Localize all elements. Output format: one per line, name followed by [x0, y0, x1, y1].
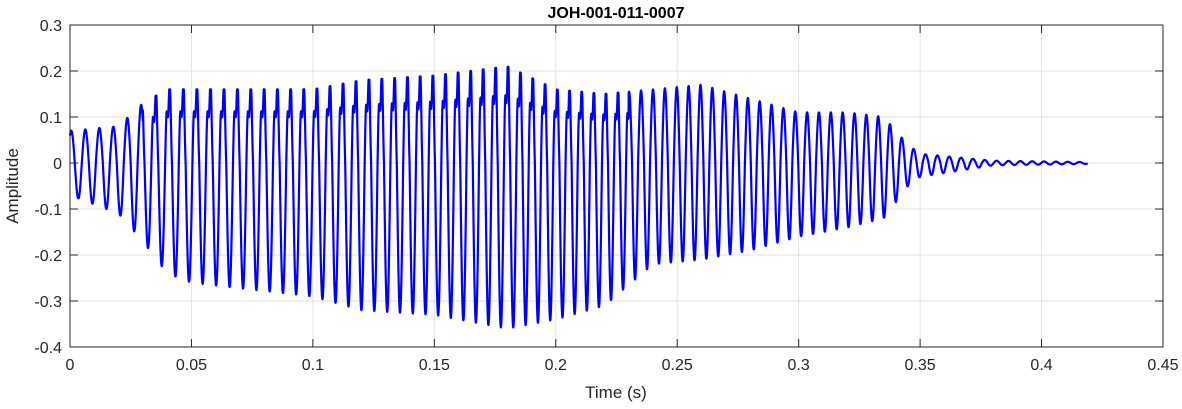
- x-tick-label: 0.4: [1030, 357, 1052, 374]
- y-tick-label: -0.2: [34, 248, 62, 265]
- y-tick-label: 0.1: [40, 110, 62, 127]
- waveform-line: [68, 65, 1089, 329]
- x-tick-label: 0.45: [1147, 357, 1178, 374]
- y-tick-label: 0.3: [40, 18, 62, 35]
- x-tick-label: 0.3: [788, 357, 810, 374]
- y-tick-label: -0.3: [34, 294, 62, 311]
- x-axis-label: Time (s): [585, 383, 647, 402]
- x-tick-label: 0: [66, 357, 75, 374]
- x-tick-label: 0.25: [662, 357, 693, 374]
- ticks: 0 0.05 0.1 0.15 0.2 0.25 0.3 0.35 0.4 0.45 -0.4 -0.…: [34, 18, 1178, 374]
- chart-title: JOH-001-011-0007: [548, 5, 685, 22]
- y-axis-label: Amplitude: [3, 148, 22, 224]
- y-tick-label: -0.1: [34, 202, 62, 219]
- y-tick-label: -0.4: [34, 340, 62, 357]
- x-tick-label: 0.15: [419, 357, 450, 374]
- plot-area: [68, 65, 1089, 329]
- x-tick-label: 0.35: [905, 357, 936, 374]
- axes-box: [69, 24, 1164, 348]
- y-tick-label: 0: [53, 156, 62, 173]
- grid: [69, 24, 1164, 348]
- x-tick-label: 0.1: [302, 357, 324, 374]
- x-tick-label: 0.05: [176, 357, 207, 374]
- y-tick-label: 0.2: [40, 64, 62, 81]
- x-tick-label: 0.2: [545, 357, 567, 374]
